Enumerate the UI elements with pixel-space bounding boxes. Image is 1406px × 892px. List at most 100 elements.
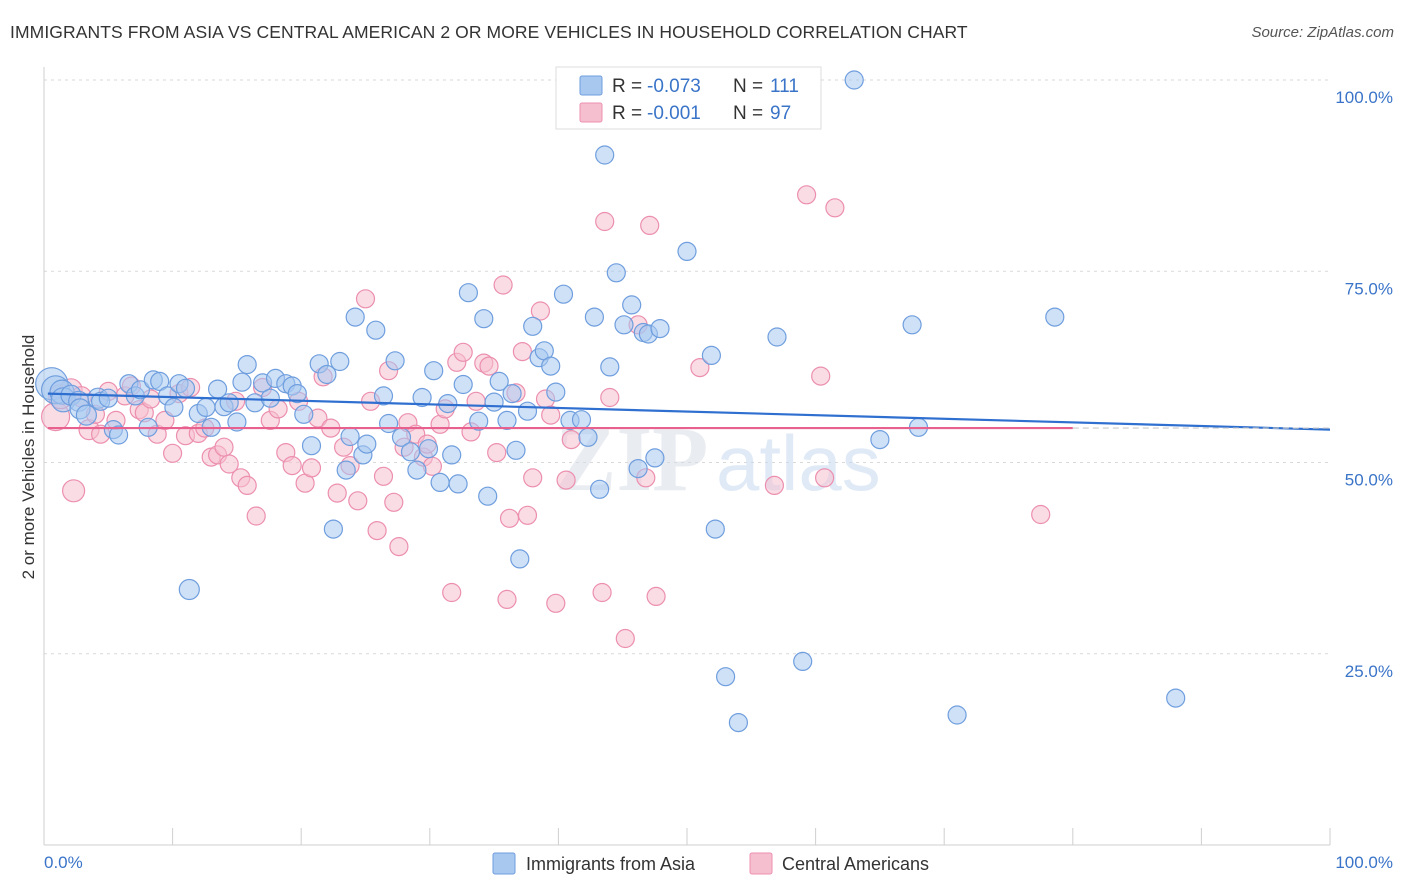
asia-point-61 bbox=[430, 472, 450, 492]
asia-point-69 bbox=[478, 486, 498, 506]
central-point-91 bbox=[764, 475, 785, 495]
central-point-81 bbox=[561, 430, 581, 450]
legend-item-asia[interactable]: Immigrants from Asia bbox=[492, 852, 696, 875]
asia-point-53 bbox=[379, 413, 399, 434]
legend-item-central[interactable]: Central Americans bbox=[749, 852, 929, 875]
asia-point-30 bbox=[227, 412, 247, 432]
asia-point-100 bbox=[705, 519, 725, 539]
central-point-68 bbox=[487, 443, 507, 463]
asia-point-110 bbox=[947, 705, 967, 725]
central-point-3 bbox=[61, 479, 86, 503]
asia-point-112 bbox=[1166, 688, 1186, 708]
asia-point-108 bbox=[902, 315, 922, 335]
asia-point-57 bbox=[407, 460, 427, 480]
asia-point-39 bbox=[287, 384, 307, 404]
central-point-38 bbox=[301, 458, 322, 478]
central-point-45 bbox=[348, 491, 368, 511]
central-point-67 bbox=[479, 356, 499, 376]
central-point-82 bbox=[592, 582, 612, 603]
central-point-69 bbox=[493, 275, 513, 295]
central-point-80 bbox=[556, 470, 576, 490]
asia-point-77 bbox=[523, 316, 543, 336]
asia-point-75 bbox=[510, 549, 530, 569]
central-point-92 bbox=[796, 185, 817, 205]
asia-point-50 bbox=[357, 434, 377, 454]
stats-n-value-asia: 111 bbox=[770, 76, 799, 97]
asia-point-101 bbox=[715, 667, 736, 687]
asia-point-45 bbox=[330, 351, 350, 372]
asia-point-81 bbox=[546, 382, 566, 402]
source-credit: Source: ZipAtlas.com bbox=[1251, 24, 1394, 41]
central-point-88 bbox=[640, 215, 660, 235]
asia-point-106 bbox=[844, 70, 864, 90]
asia-point-96 bbox=[645, 448, 665, 468]
series-central-americans bbox=[40, 185, 1051, 649]
asia-point-54 bbox=[385, 351, 405, 371]
legend-swatch-central bbox=[749, 852, 773, 875]
asia-point-74 bbox=[506, 440, 526, 460]
central-point-30 bbox=[246, 506, 266, 526]
asia-point-46 bbox=[336, 460, 356, 480]
asia-point-85 bbox=[578, 427, 598, 447]
asia-point-29 bbox=[219, 393, 239, 413]
chart-title: IMMIGRANTS FROM ASIA VS CENTRAL AMERICAN… bbox=[10, 22, 968, 42]
central-point-51 bbox=[384, 492, 404, 512]
central-point-61 bbox=[442, 582, 462, 603]
trend-line-asia bbox=[47, 392, 1331, 431]
asia-point-60 bbox=[424, 361, 444, 381]
stats-r-label-central: R = bbox=[612, 103, 642, 124]
asia-point-58 bbox=[412, 387, 432, 408]
stats-r-value-central: -0.001 bbox=[647, 103, 701, 124]
asia-point-105 bbox=[793, 651, 813, 672]
asia-point-20 bbox=[164, 397, 184, 417]
asia-point-64 bbox=[448, 474, 468, 494]
central-point-89 bbox=[646, 586, 666, 607]
x-tick-label-max: 100.0% bbox=[1335, 853, 1393, 872]
legend-swatch-asia bbox=[492, 852, 516, 875]
central-point-73 bbox=[512, 342, 533, 362]
asia-point-98 bbox=[677, 241, 697, 261]
stats-swatch-asia bbox=[579, 75, 603, 96]
asia-point-56 bbox=[400, 442, 421, 462]
central-point-42 bbox=[327, 483, 347, 503]
central-point-75 bbox=[523, 468, 543, 488]
watermark: ZIP atlas bbox=[555, 408, 881, 510]
asia-point-44 bbox=[323, 519, 343, 539]
asia-point-67 bbox=[469, 411, 489, 431]
central-point-17 bbox=[163, 443, 183, 463]
asia-point-88 bbox=[595, 145, 615, 165]
central-point-65 bbox=[466, 391, 486, 411]
y-tick-label-25: 25.0% bbox=[1345, 662, 1393, 681]
legend-label-asia: Immigrants from Asia bbox=[526, 854, 696, 874]
axes bbox=[43, 67, 1330, 846]
central-point-74 bbox=[517, 505, 538, 525]
central-point-63 bbox=[453, 342, 473, 362]
stats-box: R = -0.073 N = 111 R = -0.001 N = 97 bbox=[555, 66, 822, 130]
central-point-48 bbox=[367, 520, 387, 541]
central-point-29 bbox=[237, 475, 257, 495]
asia-point-86 bbox=[584, 307, 605, 327]
central-point-35 bbox=[282, 456, 302, 476]
stats-n-label-central: N = bbox=[733, 103, 763, 124]
central-point-76 bbox=[530, 301, 551, 321]
central-point-46 bbox=[355, 289, 376, 309]
asia-point-25 bbox=[196, 397, 216, 417]
asia-point-43 bbox=[317, 364, 337, 385]
central-point-94 bbox=[814, 468, 835, 488]
asia-point-68 bbox=[474, 309, 494, 329]
asia-point-48 bbox=[345, 307, 365, 327]
central-point-96 bbox=[1031, 504, 1051, 525]
asia-point-52 bbox=[373, 386, 394, 406]
central-point-85 bbox=[615, 628, 635, 649]
asia-point-10 bbox=[98, 388, 118, 408]
series-immigrants-from-asia bbox=[35, 70, 1186, 733]
asia-point-32 bbox=[237, 355, 257, 375]
watermark-atlas: atlas bbox=[716, 419, 881, 507]
stats-n-label-asia: N = bbox=[733, 76, 763, 97]
asia-point-23 bbox=[178, 578, 200, 601]
y-tick-label-75: 75.0% bbox=[1345, 279, 1393, 298]
asia-point-87 bbox=[589, 479, 610, 499]
asia-point-76 bbox=[517, 401, 538, 421]
asia-point-22 bbox=[175, 378, 196, 398]
